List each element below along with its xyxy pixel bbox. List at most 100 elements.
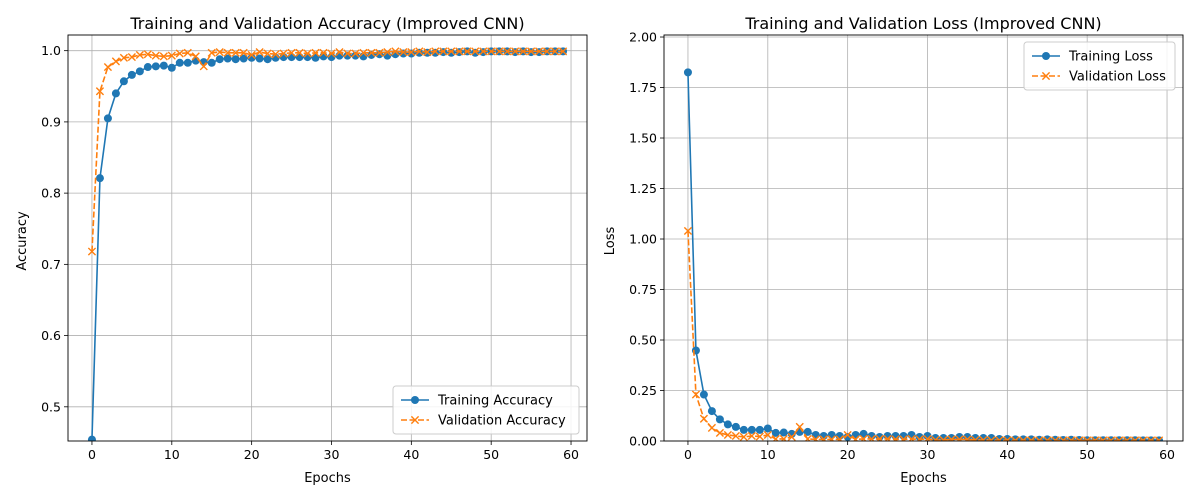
data-point bbox=[151, 62, 160, 71]
data-point bbox=[287, 48, 296, 57]
y-tick-label: 1.25 bbox=[629, 181, 657, 196]
data-point bbox=[907, 430, 916, 439]
y-tick-label: 1.0 bbox=[41, 43, 61, 58]
data-point bbox=[1107, 436, 1116, 441]
data-point bbox=[143, 63, 152, 72]
legend-label: Validation Loss bbox=[1069, 70, 1166, 85]
data-point bbox=[827, 435, 836, 441]
y-tick-label: 2.00 bbox=[629, 30, 657, 45]
data-point bbox=[167, 63, 176, 72]
data-point bbox=[835, 435, 844, 441]
data-point bbox=[1011, 436, 1020, 441]
data-point bbox=[755, 425, 764, 434]
data-point bbox=[263, 49, 272, 58]
y-tick-label: 0.25 bbox=[629, 383, 657, 398]
data-point bbox=[87, 247, 97, 256]
y-tick-label: 0.5 bbox=[41, 399, 61, 414]
series-group bbox=[683, 68, 1164, 441]
data-point bbox=[95, 174, 104, 183]
data-point bbox=[811, 430, 820, 439]
data-point bbox=[215, 55, 224, 64]
x-tick-label: 10 bbox=[760, 447, 776, 462]
data-point bbox=[287, 53, 296, 62]
data-point bbox=[907, 434, 916, 441]
data-point bbox=[558, 47, 568, 56]
data-point bbox=[723, 430, 732, 440]
data-point bbox=[311, 48, 320, 57]
data-point bbox=[731, 422, 740, 431]
data-point bbox=[739, 432, 748, 441]
data-point bbox=[103, 114, 112, 123]
data-point bbox=[511, 47, 520, 56]
data-point bbox=[1051, 436, 1060, 441]
data-point bbox=[103, 62, 113, 72]
legend-marker bbox=[1042, 52, 1050, 60]
ticks: 0 10 20 30 40 50 60 0.5 0.6 0.7 0.8 0.9 1.0 bbox=[41, 43, 579, 462]
data-point bbox=[955, 435, 964, 441]
data-point bbox=[1115, 436, 1124, 441]
data-point bbox=[859, 434, 868, 441]
data-point bbox=[119, 53, 128, 62]
chart-title: Training and Validation Loss (Improved C… bbox=[744, 14, 1101, 33]
y-tick-label: 0.7 bbox=[41, 257, 61, 272]
series-line-validation bbox=[91, 50, 564, 252]
data-point bbox=[859, 429, 868, 438]
data-point bbox=[1067, 436, 1076, 441]
data-point bbox=[263, 55, 272, 64]
legend-box bbox=[1023, 41, 1176, 91]
data-point bbox=[151, 51, 160, 60]
data-point bbox=[1091, 436, 1100, 441]
data-point bbox=[550, 47, 560, 56]
data-point bbox=[1083, 436, 1092, 441]
plot-area: 0 10 20 30 40 50 60 0.5 0.6 0.7 0.8 0.9 1.0 bbox=[41, 34, 588, 462]
data-point bbox=[947, 435, 956, 441]
data-point bbox=[231, 55, 240, 64]
data-point bbox=[367, 48, 376, 57]
data-point bbox=[455, 47, 464, 56]
x-tick-label: 20 bbox=[244, 447, 260, 462]
grid bbox=[68, 35, 587, 441]
data-point bbox=[191, 52, 200, 61]
chart-title: Training and Validation Accuracy (Improv… bbox=[129, 14, 524, 33]
legend: Training Accuracy Validation Accuracy bbox=[392, 385, 580, 435]
data-point bbox=[327, 49, 336, 58]
data-point bbox=[239, 54, 248, 63]
data-point bbox=[207, 58, 216, 67]
data-point bbox=[343, 49, 352, 58]
series-line-training bbox=[687, 72, 1160, 441]
data-point bbox=[127, 52, 136, 62]
data-point bbox=[803, 434, 812, 441]
x-tick-label: 30 bbox=[324, 447, 340, 462]
data-point bbox=[795, 422, 804, 431]
x-tick-label: 0 bbox=[88, 447, 96, 462]
data-point bbox=[811, 435, 820, 441]
data-point bbox=[787, 432, 796, 441]
data-point bbox=[415, 48, 424, 57]
data-point bbox=[423, 47, 432, 57]
data-point bbox=[1130, 436, 1140, 441]
data-point bbox=[699, 390, 708, 399]
data-point bbox=[771, 428, 780, 437]
data-point bbox=[867, 434, 876, 441]
data-point bbox=[683, 226, 693, 236]
data-point bbox=[731, 431, 740, 441]
data-point bbox=[351, 49, 360, 58]
data-point bbox=[223, 54, 232, 63]
accuracy-chart: Training and Validation Accuracy (Improv… bbox=[15, 14, 588, 486]
data-point bbox=[715, 428, 724, 438]
data-point bbox=[739, 425, 748, 434]
data-point bbox=[883, 434, 892, 441]
data-point bbox=[723, 420, 732, 429]
data-point bbox=[931, 435, 940, 441]
y-tick-label: 0.50 bbox=[629, 333, 657, 348]
data-point bbox=[527, 47, 536, 56]
data-point bbox=[843, 432, 852, 441]
data-point bbox=[995, 436, 1004, 441]
legend-marker bbox=[411, 396, 419, 404]
series-line-validation bbox=[687, 230, 1160, 441]
data-point bbox=[87, 435, 96, 441]
data-point bbox=[175, 58, 184, 67]
data-point bbox=[915, 435, 924, 441]
data-point bbox=[803, 427, 812, 436]
